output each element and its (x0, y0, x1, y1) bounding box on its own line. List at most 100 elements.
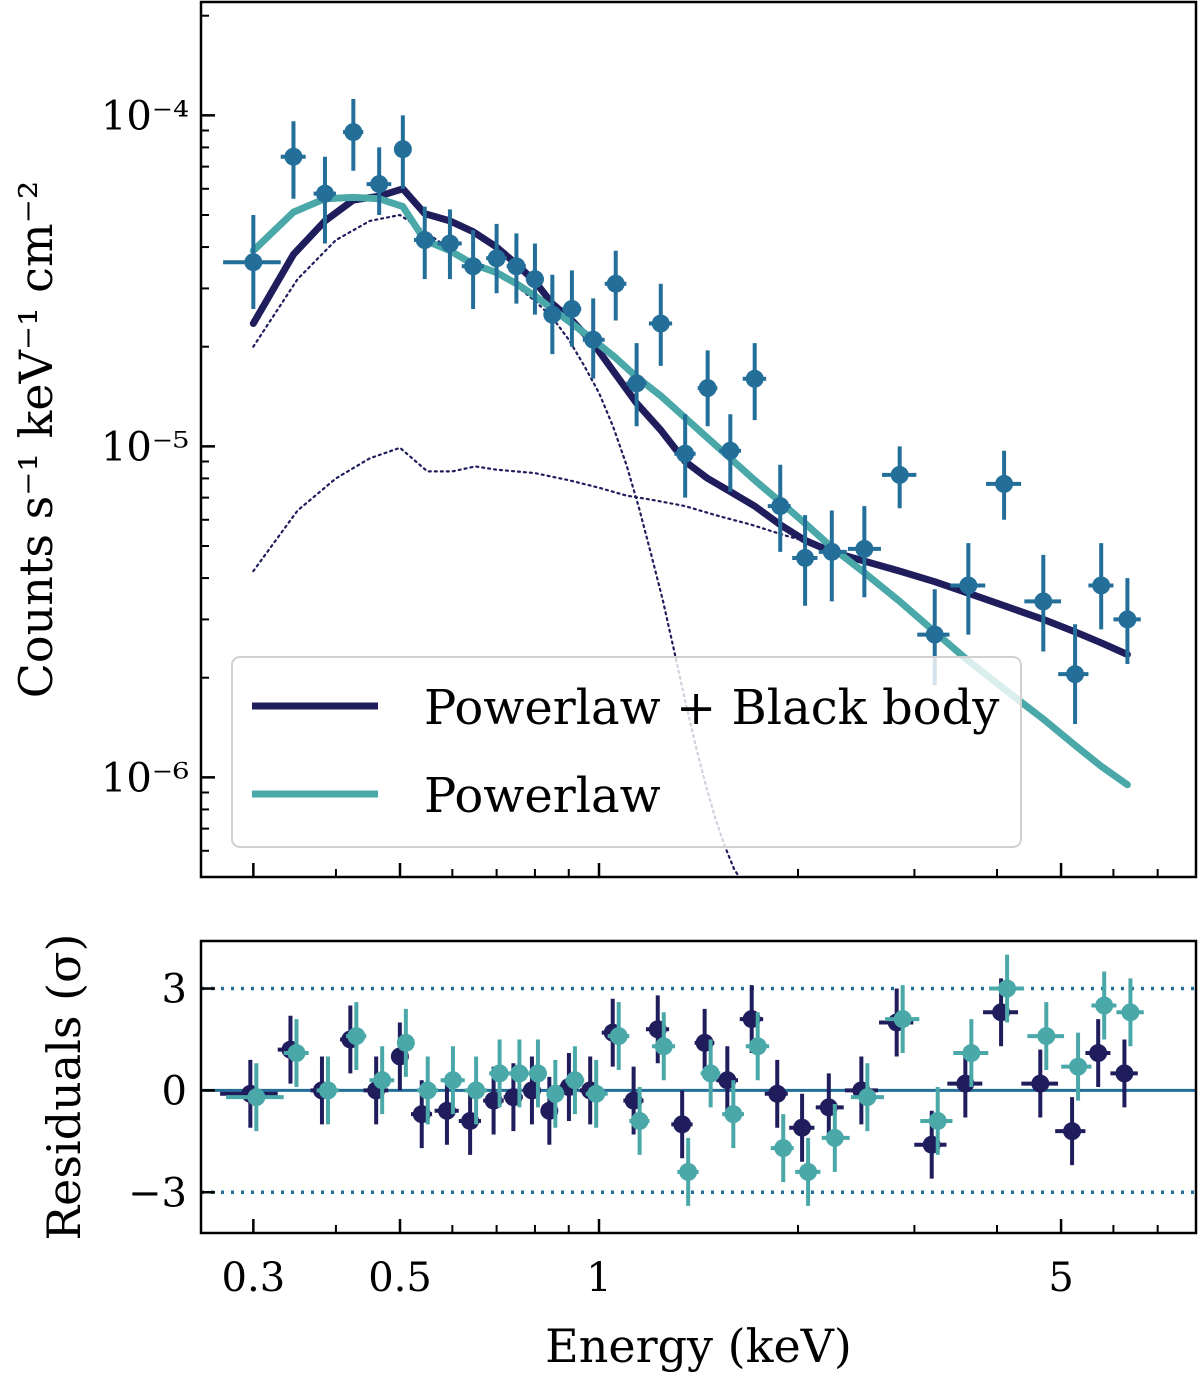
spectrum-data-marker (1066, 665, 1085, 684)
residual-point-powerlaw (745, 1012, 770, 1081)
model-line-0 (249, 185, 1131, 658)
residual-point-powerlaw (528, 1039, 547, 1108)
spectrum-data-marker (676, 444, 695, 463)
residual-point-powerlaw (565, 1046, 585, 1115)
residuals-plot-frame (199, 939, 1198, 1235)
residual-marker (510, 1064, 529, 1083)
residual-point-powerlaw (795, 1137, 821, 1206)
spectrum-data-point (414, 206, 436, 280)
spectrum-y-tick-label: 10⁻⁵ (101, 424, 189, 470)
residual-point-powerlaw (629, 1087, 650, 1155)
residual-point-powerlaw-blackbody (789, 1093, 815, 1162)
spectrum-data-marker (415, 231, 434, 250)
spectrum-data-point (986, 450, 1022, 520)
residual-marker (528, 1064, 547, 1083)
residual-marker (768, 1084, 787, 1103)
spectrum-data-marker (562, 299, 581, 318)
spectrum-data-point (280, 121, 306, 199)
residual-point-powerlaw-blackbody (815, 1073, 844, 1142)
residual-marker (673, 1115, 692, 1134)
spectrum-data-point (626, 343, 647, 427)
residual-marker (1063, 1122, 1082, 1141)
spectrum-data-point (674, 414, 696, 498)
spectrum-data-point (582, 298, 605, 379)
residual-marker (1037, 1027, 1056, 1046)
spectrum-data-point (818, 510, 847, 602)
residual-marker (928, 1111, 947, 1130)
residual-point-powerlaw-blackbody (1110, 1039, 1138, 1108)
residuals-y-axis-title: Residuals (σ) (37, 934, 91, 1241)
spectrum-data-marker (925, 625, 944, 644)
residual-marker (1031, 1074, 1050, 1093)
residual-marker (858, 1088, 877, 1107)
residual-point-powerlaw (607, 1002, 630, 1071)
spectrum-data-marker (606, 274, 625, 293)
residual-marker (247, 1088, 266, 1107)
residual-point-powerlaw (283, 1019, 309, 1087)
residual-marker (565, 1071, 584, 1090)
spectrum-data-point (697, 350, 718, 427)
residual-marker (701, 1064, 720, 1083)
spectrum-data-marker (1092, 576, 1111, 595)
residual-marker (1069, 1057, 1088, 1076)
spectrum-data-point (1113, 578, 1141, 665)
residual-marker (546, 1084, 565, 1103)
residual-marker (318, 1081, 337, 1100)
spectrum-data-marker (698, 379, 717, 398)
spectrum-data-point (882, 446, 917, 509)
residuals-y-tick-label: 0 (162, 1068, 187, 1114)
residual-marker (347, 1027, 366, 1046)
residual-point-powerlaw-blackbody (1085, 1019, 1111, 1087)
residual-point-powerlaw (722, 1080, 745, 1149)
residual-marker (467, 1081, 486, 1100)
legend-box (231, 656, 1022, 848)
spectrum-data-marker (627, 374, 646, 393)
spectrum-data-marker (822, 542, 841, 561)
residual-point-powerlaw (770, 1114, 794, 1183)
residual-marker (799, 1162, 818, 1181)
spectrum-data-marker (584, 330, 603, 349)
spectrum-data-point (343, 99, 364, 171)
spectrum-panel: 10⁻⁴ 10⁻⁵ 10⁻⁶ Counts s⁻¹ keV⁻¹ cm⁻² Powerla… (9, 14, 1159, 878)
residual-point-powerlaw-blackbody (764, 1059, 788, 1128)
spectrum-data-point (366, 147, 392, 215)
residuals-x-tick-label: 5 (1048, 1255, 1073, 1301)
residual-point-powerlaw-blackbody (1021, 1049, 1059, 1118)
residual-marker (373, 1071, 392, 1090)
spectrum-data-marker (771, 497, 790, 516)
spectrum-data-marker (507, 257, 526, 276)
residual-marker (654, 1037, 673, 1056)
spectrum-data-marker (995, 474, 1014, 493)
spectrum-data-marker (651, 314, 670, 333)
residual-marker (630, 1111, 649, 1130)
residual-point-powerlaw (850, 1063, 884, 1132)
residual-point-powerlaw (885, 985, 920, 1054)
spectrum-data-marker (745, 369, 764, 388)
residuals-y-tick-label: 3 (162, 967, 187, 1013)
spectrum-data-marker (487, 249, 506, 268)
legend-label: Powerlaw (424, 768, 661, 824)
residual-marker (774, 1139, 793, 1158)
spectrum-data-marker (315, 184, 334, 203)
residual-point-powerlaw (226, 1063, 284, 1132)
residual-point-powerlaw (1116, 978, 1144, 1047)
residual-point-powerlaw (920, 1087, 953, 1155)
residual-marker (1121, 1003, 1140, 1022)
spectrum-data-point (767, 464, 791, 552)
spectrum-data-point (604, 250, 627, 321)
spectrum-data-point (437, 209, 462, 280)
spectrum-data-point (1088, 543, 1114, 630)
residual-point-powerlaw (489, 1039, 510, 1108)
spectrum-data-point (506, 233, 526, 304)
spectrum-data-marker (440, 234, 459, 253)
residual-point-powerlaw-blackbody (671, 1090, 693, 1159)
residual-marker (748, 1037, 767, 1056)
spectrum-data-point (742, 343, 767, 421)
spectrum-data-point (525, 243, 544, 315)
residual-marker (1095, 996, 1114, 1015)
residual-marker (418, 1081, 437, 1100)
spectrum-data-marker (244, 253, 263, 272)
spectrum-data-point (461, 230, 485, 309)
spectrum-data-marker (855, 539, 874, 558)
residual-point-powerlaw (440, 1046, 465, 1115)
